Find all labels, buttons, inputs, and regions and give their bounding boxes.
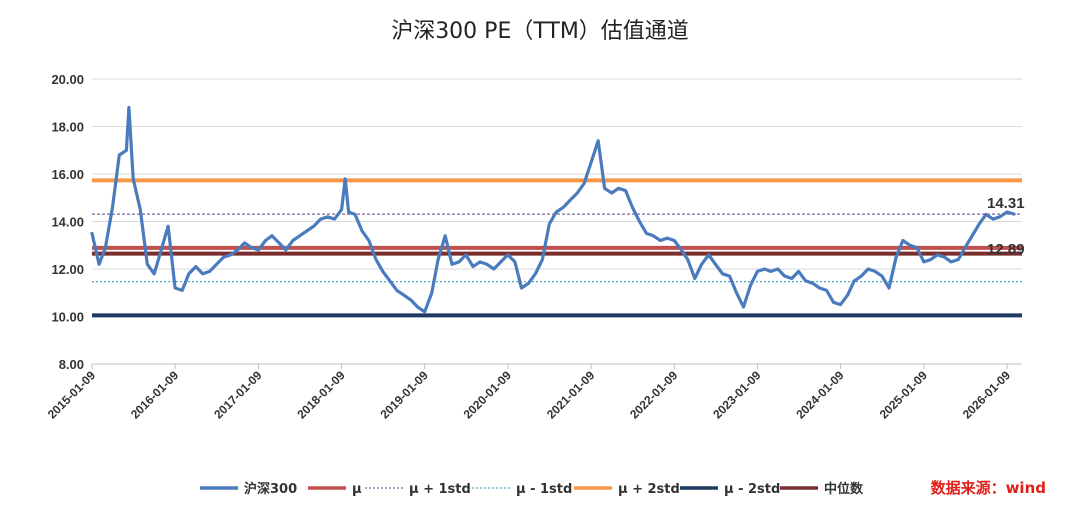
y-tick-label: 18.00: [51, 120, 84, 135]
x-axis-ticks: 2015-01-09 2016-01-09 2017-01-09 2018-01-09…: [45, 364, 1014, 422]
legend-label: 沪深300: [244, 481, 297, 497]
legend-label: μ - 2std: [724, 482, 780, 497]
legend-label: 中位数: [824, 481, 864, 497]
y-axis-ticks: 20.00 18.00 16.00 14.00 12.00 10.00 8.00: [51, 72, 84, 372]
legend: 沪深300 μ μ + 1std μ - 1std μ + 2std μ - 2std 中位…: [200, 481, 864, 497]
y-tick-label: 16.00: [51, 167, 84, 182]
grid-lines: [92, 78, 1022, 365]
x-tick-label: 2016-01-09: [128, 368, 182, 422]
pe-series-layer: [90, 105, 1016, 314]
x-tick-label: 2017-01-09: [211, 368, 265, 422]
value-label: 12.89: [987, 241, 1025, 258]
x-tick-label: 2018-01-09: [294, 368, 348, 422]
chart-title: 沪深300 PE（TTM）估值通道: [391, 19, 689, 44]
x-tick-label: 2020-01-09: [461, 368, 515, 422]
legend-label: μ + 2std: [618, 482, 680, 497]
value-label: 14.31: [987, 195, 1025, 212]
y-tick-label: 12.00: [51, 262, 84, 277]
annotation-layer: 14.31 12.89: [987, 195, 1025, 258]
x-tick-label: 2026-01-09: [960, 368, 1014, 422]
y-tick-label: 8.00: [59, 357, 84, 372]
y-tick-label: 14.00: [51, 215, 84, 230]
x-tick-label: 2019-01-09: [378, 368, 432, 422]
legend-label: μ - 1std: [516, 482, 572, 497]
y-tick-label: 10.00: [51, 310, 84, 325]
legend-label: μ + 1std: [409, 482, 471, 497]
x-tick-label: 2021-01-09: [544, 368, 598, 422]
channel-lines: [92, 178, 1022, 318]
data-source-note: 数据来源：wind: [931, 479, 1046, 497]
x-tick-label: 2022-01-09: [627, 368, 681, 422]
legend-label: μ: [352, 482, 362, 497]
x-tick-label: 2023-01-09: [710, 368, 764, 422]
y-tick-label: 20.00: [51, 72, 84, 87]
x-tick-label: 2025-01-09: [877, 368, 931, 422]
pe-series-line: [90, 105, 1016, 314]
x-tick-label: 2015-01-09: [45, 368, 99, 422]
x-tick-label: 2024-01-09: [793, 368, 847, 422]
